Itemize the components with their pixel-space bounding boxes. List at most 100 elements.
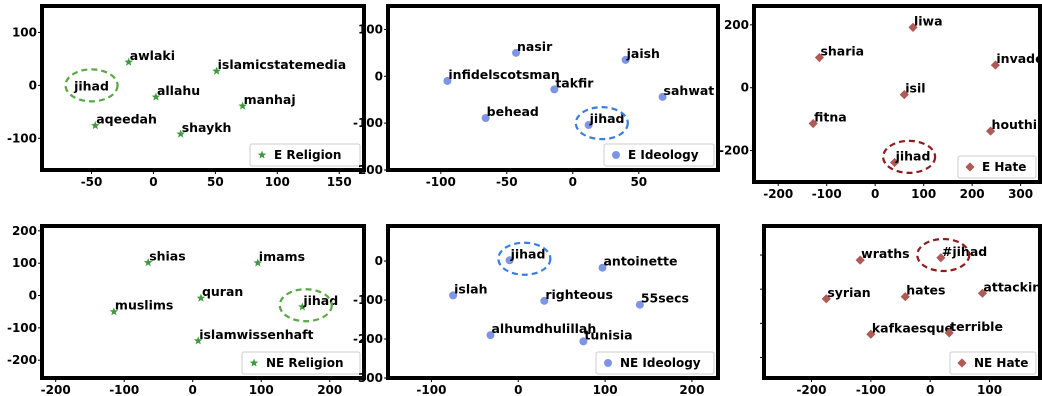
data-point bbox=[449, 291, 458, 300]
data-point bbox=[196, 293, 206, 302]
x-tick-label: -100 bbox=[812, 187, 842, 201]
point-label: imams bbox=[259, 249, 305, 264]
legend-label: NE Ideology bbox=[620, 356, 701, 370]
point-label: takfir bbox=[555, 75, 594, 90]
legend-marker bbox=[604, 359, 612, 367]
point-label: jihad bbox=[302, 293, 338, 308]
legend-marker bbox=[957, 358, 967, 368]
legend-marker bbox=[612, 151, 620, 159]
point-label: behead bbox=[487, 104, 539, 119]
point-label: sharia bbox=[820, 44, 864, 59]
point-label: shaykh bbox=[182, 120, 232, 135]
point-label: jihad bbox=[895, 149, 931, 164]
legend-box bbox=[603, 143, 715, 167]
data-point bbox=[908, 22, 918, 32]
point-label: islamicstatemedia bbox=[218, 57, 347, 72]
legend-box bbox=[949, 351, 1037, 375]
y-tick-label: -200 bbox=[719, 144, 749, 158]
data-point bbox=[443, 76, 452, 85]
y-tick-label: 100 bbox=[358, 22, 383, 36]
highlight-circle bbox=[497, 241, 552, 276]
x-tick-label: -200 bbox=[41, 383, 71, 396]
point-label: quran bbox=[202, 284, 243, 299]
x-tick-label: 100 bbox=[911, 187, 936, 201]
point-label: invade bbox=[996, 51, 1042, 66]
x-tick-label: 200 bbox=[679, 383, 704, 396]
data-point bbox=[866, 329, 876, 339]
data-point bbox=[855, 255, 865, 265]
data-point bbox=[658, 92, 667, 101]
point-label: nasir bbox=[517, 39, 553, 54]
data-point bbox=[505, 256, 514, 265]
point-label: infidelscotsman bbox=[448, 67, 559, 82]
data-point bbox=[814, 52, 825, 63]
data-point bbox=[512, 48, 521, 57]
y-tick-label: -100 bbox=[7, 321, 37, 335]
legend-label: E Religion bbox=[274, 148, 341, 162]
data-point bbox=[238, 101, 247, 110]
data-point bbox=[621, 55, 630, 64]
legend-label: NE Religion bbox=[266, 356, 344, 370]
x-tick-label: -100 bbox=[416, 383, 446, 396]
y-tick-label: 0 bbox=[29, 78, 37, 92]
data-point bbox=[899, 90, 909, 100]
legend-label: NE Hate bbox=[974, 356, 1028, 370]
highlight-circle bbox=[916, 237, 971, 273]
data-point bbox=[821, 294, 831, 304]
panel-1: -50 0 50 100 150 -100 0 100 awlaki islamicstateme… bbox=[7, 4, 366, 189]
legend-box bbox=[595, 351, 715, 375]
x-tick-label: 100 bbox=[265, 175, 290, 189]
data-point bbox=[977, 288, 988, 298]
legend-label: E Ideology bbox=[628, 148, 699, 162]
y-tick-label: -300 bbox=[353, 371, 383, 385]
highlight-circle bbox=[574, 106, 629, 141]
point-label: islah bbox=[454, 281, 487, 296]
point-label: #jihad bbox=[942, 244, 987, 259]
point-label: sahwat bbox=[664, 83, 715, 98]
x-tick-label: 0 bbox=[514, 383, 522, 396]
data-point bbox=[900, 292, 910, 302]
legend-box bbox=[249, 143, 361, 167]
point-label: wraths bbox=[861, 246, 909, 261]
data-point bbox=[481, 113, 490, 122]
legend-marker bbox=[249, 358, 259, 367]
y-tick-label: 200 bbox=[724, 18, 749, 32]
x-tick-label: 50 bbox=[630, 175, 647, 189]
y-tick-label: 100 bbox=[12, 25, 37, 39]
highlight-circle bbox=[882, 139, 937, 174]
point-label: attacking bbox=[983, 279, 1042, 294]
data-point bbox=[176, 129, 185, 138]
x-tick-label: -100 bbox=[109, 383, 139, 396]
point-label: isil bbox=[905, 81, 925, 96]
x-tick-label: 0 bbox=[871, 187, 879, 201]
data-point bbox=[109, 307, 119, 316]
point-label: jaish bbox=[626, 46, 660, 61]
data-point bbox=[124, 57, 133, 66]
data-point bbox=[584, 121, 593, 130]
y-tick-label: -200 bbox=[353, 332, 383, 346]
data-point bbox=[889, 157, 900, 168]
y-tick-label: 0 bbox=[29, 289, 37, 303]
point-label: jihad bbox=[589, 111, 625, 126]
x-tick-label: 50 bbox=[207, 175, 224, 189]
y-tick-label: -200 bbox=[353, 163, 383, 177]
data-point bbox=[91, 121, 100, 130]
x-tick-label: 200 bbox=[317, 383, 342, 396]
legend-marker bbox=[257, 150, 267, 159]
data-point bbox=[212, 66, 221, 75]
data-point bbox=[298, 302, 307, 311]
panel-6: -200 -100 0 100 wraths #jihad syrian hates attac… bbox=[760, 224, 1042, 396]
point-label: terrible bbox=[950, 319, 1003, 334]
point-label: antoinette bbox=[604, 254, 678, 269]
point-label: kafkaesque bbox=[872, 320, 953, 335]
panel-frame bbox=[752, 4, 1042, 184]
x-tick-label: 100 bbox=[593, 383, 618, 396]
y-tick-label: -100 bbox=[7, 131, 37, 145]
x-tick-label: 0 bbox=[569, 175, 577, 189]
x-tick-label: 0 bbox=[189, 383, 197, 396]
data-point bbox=[253, 258, 263, 267]
x-tick-label: -200 bbox=[763, 187, 793, 201]
data-point bbox=[990, 60, 1001, 70]
point-label: 55secs bbox=[641, 291, 689, 306]
